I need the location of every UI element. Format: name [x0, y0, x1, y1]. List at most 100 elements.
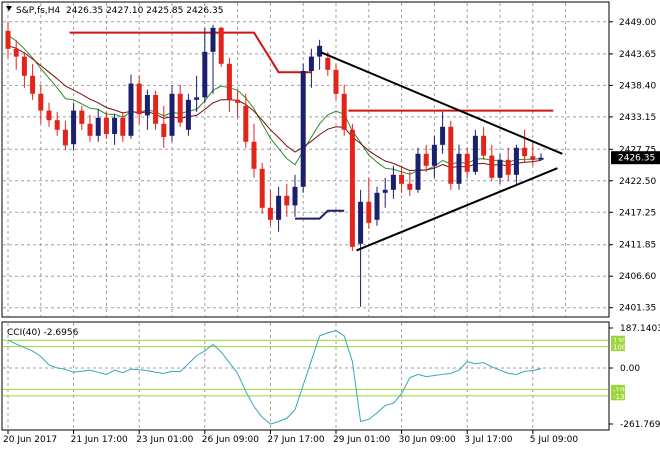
candle	[505, 147, 511, 181]
candle-body	[5, 30, 11, 49]
cci-level-label: 130	[613, 337, 626, 345]
candle-body	[292, 186, 298, 206]
candle	[382, 177, 388, 208]
candle-body	[210, 27, 216, 52]
candle	[456, 144, 462, 190]
candle	[161, 105, 167, 148]
candle-body	[235, 99, 241, 103]
candle-body	[448, 126, 454, 184]
candle	[153, 90, 159, 130]
candle-body	[153, 95, 159, 124]
candle-body	[300, 71, 306, 187]
candle	[292, 174, 298, 217]
candle	[13, 39, 19, 70]
candle	[177, 84, 183, 127]
candle-body	[103, 117, 109, 134]
candle	[497, 153, 503, 184]
price-tick-label: 2433.15	[619, 113, 656, 123]
candle	[423, 144, 429, 172]
cci-level-tag	[611, 342, 625, 352]
candle-body	[325, 57, 331, 70]
candle	[79, 105, 85, 130]
candle	[481, 126, 487, 160]
candle-body	[358, 201, 364, 244]
candle	[333, 63, 339, 100]
candle-body	[177, 93, 183, 123]
candle	[54, 111, 60, 136]
candle-body	[13, 48, 19, 57]
candle	[185, 93, 191, 136]
time-tick-label: 27 Jun 17:00	[267, 435, 324, 445]
candle	[71, 102, 77, 151]
candle-body	[30, 75, 36, 94]
candle	[21, 51, 27, 88]
candle	[144, 89, 150, 130]
price-tick-label: 2422.50	[619, 177, 656, 187]
trendlines	[320, 51, 563, 252]
candle	[366, 177, 372, 229]
candle	[120, 111, 126, 142]
cci-level-label: -100	[613, 386, 629, 394]
candle-body	[497, 159, 503, 178]
ohlc-values: 2426.35 2427.10 2425.85 2426.35	[66, 6, 223, 16]
candle	[341, 84, 347, 136]
chart-header: S&P,fs,H4 2426.35 2427.10 2425.85 2426.3…	[6, 6, 223, 16]
candle	[415, 147, 421, 193]
candle	[390, 165, 396, 199]
candle	[267, 189, 273, 226]
candle-body	[54, 120, 60, 130]
time-tick-label: 23 Jun 01:00	[136, 435, 193, 445]
candle	[464, 147, 470, 178]
time-tick-label: 21 Jun 17:00	[71, 435, 128, 445]
candle-body	[38, 93, 44, 111]
candle-body	[136, 83, 142, 115]
candle-body	[423, 153, 429, 166]
candle-body	[71, 110, 77, 145]
candle-body	[243, 105, 249, 142]
candles	[5, 21, 544, 307]
moving-averages	[7, 34, 542, 175]
candle	[169, 85, 175, 142]
candle-body	[481, 135, 487, 156]
candle	[276, 186, 282, 232]
candle	[103, 111, 109, 139]
candle	[38, 84, 44, 124]
time-axis: 20 Jun 2017 21 Jun 17:00 23 Jun 01:00 26 Ju…	[3, 430, 578, 445]
candle-body	[538, 157, 544, 160]
candle	[136, 75, 142, 124]
current-price-tag: 2426.35	[611, 151, 660, 165]
candle	[62, 120, 68, 151]
candle-body	[79, 110, 85, 124]
candle-body	[284, 195, 290, 206]
price-tick-label: 2449.00	[619, 18, 656, 28]
candle	[300, 63, 306, 193]
candle-body	[440, 126, 446, 145]
support-level	[295, 209, 345, 220]
candle-body	[46, 110, 52, 121]
price-tick-label: 2411.85	[619, 241, 656, 251]
candle	[226, 57, 232, 112]
collapse-triangle-icon[interactable]	[6, 6, 12, 11]
candle-body	[169, 93, 175, 136]
grid-lines	[3, 3, 608, 429]
candle	[210, 24, 216, 94]
candle-body	[21, 56, 27, 76]
candle	[431, 135, 437, 178]
candle-body	[95, 117, 101, 136]
cci-tick-label: 0.00	[620, 364, 640, 374]
candle-body	[513, 147, 519, 175]
candle-body	[431, 144, 437, 166]
candle	[251, 123, 257, 178]
candle-body	[472, 135, 478, 172]
candle	[522, 129, 528, 163]
candle-body	[333, 69, 339, 94]
candle-body	[161, 123, 167, 137]
candle-body	[407, 183, 413, 190]
cci-level-tag	[611, 384, 625, 394]
price-tick-label: 2443.65	[619, 50, 656, 60]
cci-line	[7, 330, 542, 425]
candle	[472, 129, 478, 175]
candle	[440, 111, 446, 154]
candle	[235, 90, 241, 118]
